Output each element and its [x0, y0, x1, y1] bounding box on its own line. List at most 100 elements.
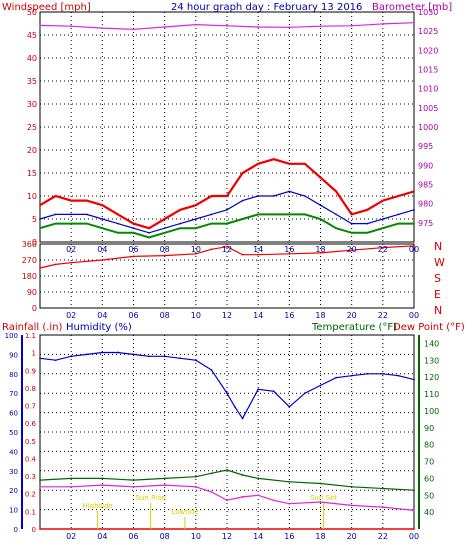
dewpoint-line-point [257, 494, 260, 497]
humidity-y-tick: 50 [9, 429, 18, 437]
direction-x-tick: 10 [191, 311, 201, 320]
barometer-line-point [163, 26, 166, 28]
wind-gust-line-point [101, 204, 104, 207]
wind-gust-line-point [350, 213, 353, 216]
humidity-line-point [117, 351, 119, 354]
direction-x-tick: 04 [97, 311, 107, 320]
wind-speed-line-point [163, 231, 166, 234]
barometer-y-tick: 1025 [418, 27, 438, 36]
rainfall-line-point [413, 528, 415, 530]
barometer-y-tick: 980 [418, 200, 433, 209]
dewpoint-line-point [226, 499, 228, 502]
wind-average-line-point [70, 213, 73, 216]
wind-direction-line-point [101, 259, 104, 261]
humidity-line-point [148, 355, 150, 358]
wind-average-line-point [335, 213, 337, 216]
wind-average-line-point [319, 204, 322, 207]
direction-x-tick: 18 [315, 311, 325, 320]
wind-average-line-point [226, 208, 228, 211]
wind-speed-line-point [179, 227, 182, 230]
compass-label: S [434, 272, 441, 285]
wind-direction-line-point [54, 263, 57, 266]
wind-gust-line-point [304, 162, 306, 165]
temperature-y-tick: 60 [424, 474, 434, 483]
wind-average-line-point [54, 213, 57, 216]
barometer-y-tick: 1005 [418, 104, 438, 113]
barometer-line-point [226, 24, 228, 27]
tick-layer: 0510152025303540455097598098599099510001… [5, 8, 445, 541]
rainfall-y-tick: 0 [32, 526, 36, 534]
humidity-line-point [179, 357, 182, 360]
wind-average-line-point [39, 218, 41, 220]
dewpoint-axis-label: Dew Point (°F) [393, 322, 465, 333]
wind-direction-line-point [163, 254, 166, 257]
wind-gust-line-point [257, 162, 260, 165]
temperature-y-tick: 40 [424, 508, 434, 517]
humidity-line-point [226, 392, 228, 395]
wind-gust-line-point [179, 208, 182, 211]
compass-label: E [434, 288, 441, 301]
barometer-line-point [70, 25, 73, 28]
dewpoint-line-point [194, 485, 197, 488]
temperature-y-tick: 120 [424, 373, 439, 382]
dewpoint-line-point [272, 499, 275, 502]
humidity-line [39, 351, 415, 420]
wind-direction-line-point [350, 249, 353, 252]
direction-x-tick: 20 [347, 311, 357, 320]
direction-y-tick: 90 [27, 288, 37, 297]
humidity-line-point [194, 359, 197, 362]
wind-x-tick: 00 [409, 245, 419, 254]
climate-x-tick: 12 [222, 532, 232, 541]
rainfall-y-tick: 0.8 [25, 385, 36, 393]
climate-x-tick: 08 [160, 532, 170, 541]
direction-y-tick: 0 [32, 304, 37, 313]
temperature-y-tick: 100 [424, 407, 439, 416]
wind-direction-line-point [319, 251, 322, 254]
temperature-line-point [413, 489, 415, 492]
wind-x-tick: 20 [347, 245, 357, 254]
wind-average-line-point [304, 195, 306, 197]
humidity-line-point [272, 390, 275, 393]
humidity-y-tick: 0 [14, 526, 18, 534]
dewpoint-line-point [39, 485, 41, 488]
temperature-axis-label: Temperature (°F) [311, 322, 397, 333]
barometer-y-tick: 990 [418, 161, 433, 170]
rainfall-y-tick: 0.7 [25, 403, 36, 411]
wind-x-tick: 14 [253, 245, 263, 254]
humidity-axis-label: Humidity (%) [66, 322, 132, 333]
dewpoint-line-point [70, 485, 73, 488]
wind-x-tick: 02 [66, 245, 76, 254]
wind-gust-line-point [272, 158, 275, 161]
event-annotation: Sun Rise [135, 494, 165, 502]
wind-direction-line-point [381, 246, 384, 249]
temperature-line-point [163, 477, 166, 480]
wind-y-tick: 0 [32, 238, 37, 247]
barometer-line-point [257, 26, 260, 28]
dewpoint-line-point [288, 502, 291, 505]
wind-gust-line-point [413, 190, 415, 193]
humidity-line-point [163, 355, 166, 358]
humidity-line-point [257, 388, 260, 391]
climate-x-tick: 22 [378, 532, 388, 541]
humidity-line-point [304, 392, 306, 395]
direction-x-tick: 02 [66, 311, 76, 320]
wind-speed-line-point [54, 222, 57, 225]
rainfall-y-tick: 0.4 [25, 455, 37, 463]
wind-gust-line-point [397, 195, 400, 197]
wind-gust-line-point [132, 222, 135, 225]
direction-y-tick: 360 [22, 240, 37, 249]
wind-average-line-point [350, 222, 353, 225]
humidity-y-tick: 90 [9, 351, 18, 359]
wind-speed-line-point [132, 231, 135, 234]
wind-average-line-point [117, 222, 119, 225]
temperature-line-point [381, 487, 384, 490]
dewpoint-line-point [319, 501, 322, 503]
temperature-line-point [319, 482, 322, 485]
wind-x-tick: 12 [222, 245, 232, 254]
temperature-line-point [39, 479, 41, 481]
wind-speed-line-point [335, 227, 337, 230]
direction-x-tick: 16 [284, 311, 294, 320]
humidity-line-point [350, 374, 353, 377]
barometer-y-tick: 995 [418, 142, 433, 151]
wind-gust-line-point [117, 213, 119, 216]
